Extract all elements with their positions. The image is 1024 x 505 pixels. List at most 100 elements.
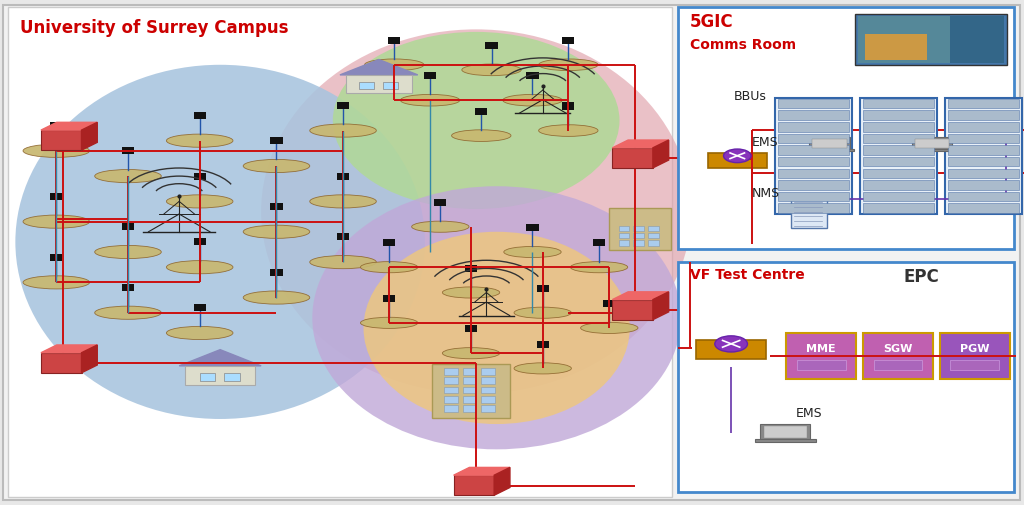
Bar (858, 17, 950, 64)
Bar (463, 378, 476, 384)
Bar (444, 368, 458, 375)
Bar (914, 140, 949, 149)
Bar (444, 396, 458, 403)
Bar (764, 426, 807, 438)
Bar (948, 192, 1019, 202)
Bar (122, 148, 134, 155)
Bar (948, 134, 1019, 144)
Bar (873, 361, 923, 371)
Bar (41, 131, 82, 151)
Bar (526, 73, 539, 80)
Bar (863, 99, 934, 109)
Ellipse shape (94, 307, 162, 320)
Text: University of Surrey Campus: University of Surrey Campus (20, 19, 289, 37)
Ellipse shape (94, 246, 162, 259)
Bar (634, 241, 644, 246)
Bar (463, 396, 476, 403)
Bar (805, 150, 854, 152)
Bar (778, 146, 849, 156)
Ellipse shape (23, 216, 90, 229)
Bar (444, 387, 458, 393)
Ellipse shape (442, 348, 500, 359)
Bar (948, 123, 1019, 132)
Bar (865, 35, 927, 61)
Bar (526, 225, 539, 232)
Ellipse shape (94, 170, 162, 183)
Ellipse shape (503, 95, 562, 107)
Ellipse shape (365, 60, 424, 72)
Bar (537, 285, 549, 292)
Polygon shape (495, 468, 510, 495)
Bar (185, 366, 255, 385)
Bar (863, 134, 934, 144)
Ellipse shape (15, 66, 425, 419)
Bar (454, 475, 495, 495)
Bar (481, 378, 496, 384)
Bar (696, 341, 766, 359)
Bar (755, 439, 816, 442)
Bar (346, 76, 412, 94)
Polygon shape (340, 61, 418, 76)
Bar (337, 173, 349, 180)
Bar (603, 300, 615, 308)
Bar (911, 138, 952, 150)
Bar (194, 305, 206, 312)
Bar (612, 148, 653, 169)
Bar (383, 295, 395, 302)
Bar (444, 405, 458, 412)
Ellipse shape (309, 256, 377, 269)
Ellipse shape (166, 261, 233, 274)
Bar (224, 374, 240, 381)
Bar (948, 181, 1019, 190)
Polygon shape (612, 141, 669, 148)
Bar (612, 300, 653, 320)
Bar (678, 8, 1014, 250)
Bar (860, 98, 937, 215)
Bar (778, 123, 849, 132)
Bar (475, 109, 487, 116)
Bar (786, 333, 856, 379)
Ellipse shape (333, 33, 620, 210)
Bar (863, 181, 934, 190)
Ellipse shape (514, 363, 571, 374)
Bar (791, 196, 827, 228)
Bar (863, 146, 934, 156)
Bar (907, 150, 956, 152)
Bar (359, 83, 374, 90)
Polygon shape (653, 141, 669, 169)
Circle shape (715, 336, 748, 352)
Ellipse shape (309, 195, 377, 209)
Ellipse shape (166, 327, 233, 340)
Bar (424, 73, 436, 80)
Polygon shape (82, 123, 97, 151)
Bar (648, 241, 659, 246)
Bar (863, 192, 934, 202)
Bar (948, 146, 1019, 156)
Bar (863, 204, 934, 214)
Bar (855, 15, 1007, 66)
Bar (618, 241, 630, 246)
Bar (648, 226, 659, 231)
Polygon shape (41, 345, 97, 353)
Text: EPC: EPC (903, 268, 939, 286)
Ellipse shape (309, 125, 377, 138)
Bar (383, 83, 397, 90)
Bar (778, 134, 849, 144)
Bar (863, 111, 934, 121)
Bar (950, 361, 999, 371)
Bar (809, 138, 850, 150)
Bar (593, 240, 605, 247)
Bar (481, 396, 496, 403)
Bar (778, 192, 849, 202)
Ellipse shape (166, 135, 233, 148)
Text: PGW: PGW (961, 343, 989, 353)
Bar (945, 98, 1022, 215)
Bar (485, 43, 498, 50)
Ellipse shape (244, 226, 309, 239)
Bar (481, 368, 496, 375)
Text: VF Test Centre: VF Test Centre (690, 268, 805, 282)
Ellipse shape (244, 291, 309, 305)
Ellipse shape (412, 222, 469, 233)
Bar (648, 233, 659, 239)
Ellipse shape (166, 195, 233, 209)
